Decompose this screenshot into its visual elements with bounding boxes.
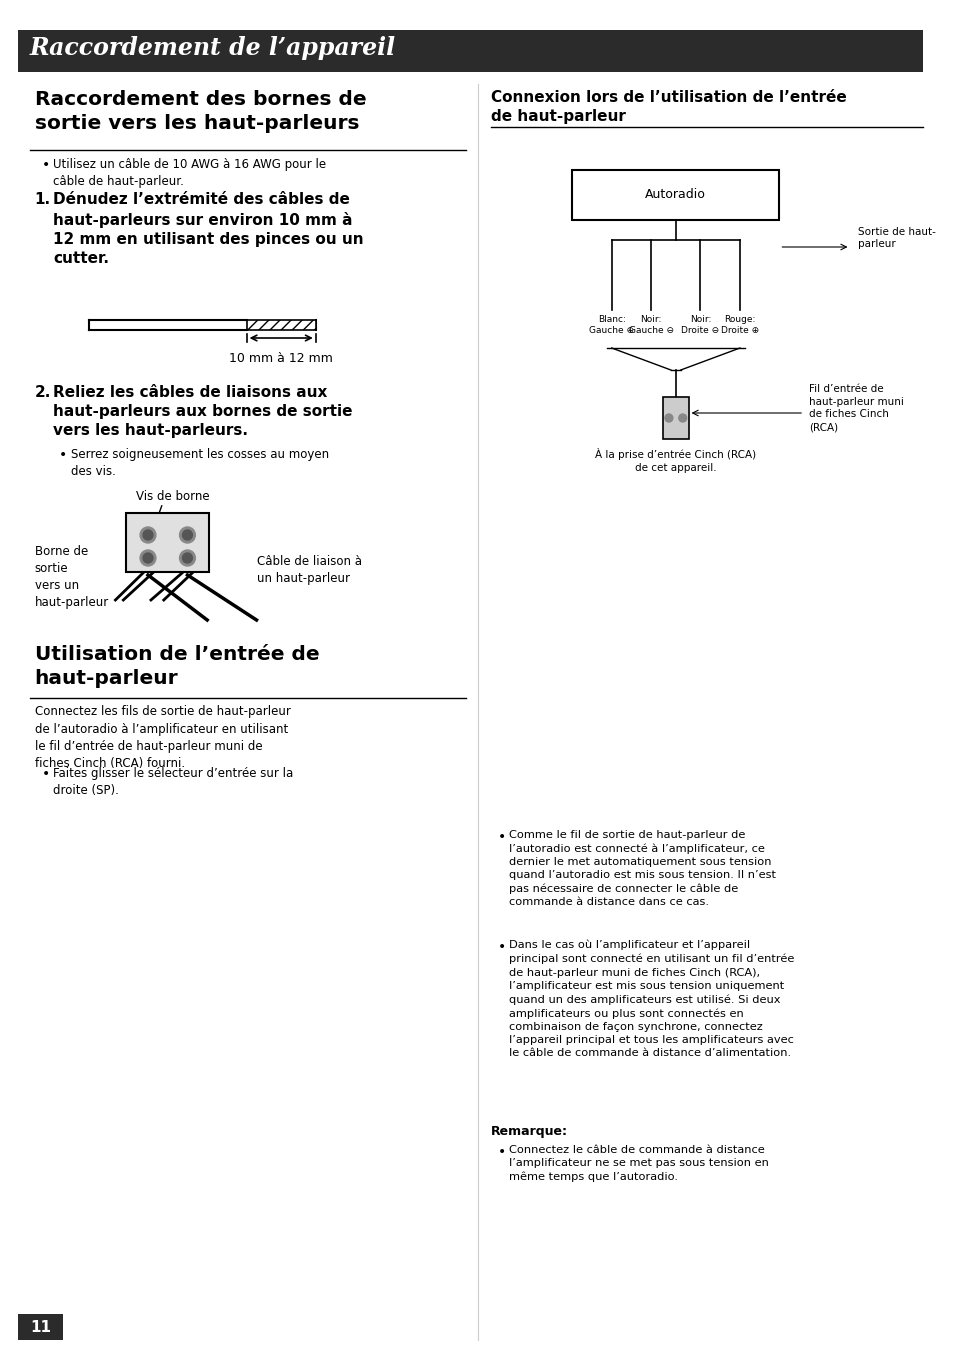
Text: Serrez soigneusement les cosses au moyen
des vis.: Serrez soigneusement les cosses au moyen… <box>71 449 329 478</box>
Text: •: • <box>59 449 68 462</box>
Circle shape <box>182 530 193 541</box>
Text: •: • <box>497 1145 506 1159</box>
Text: •: • <box>41 767 50 780</box>
Text: •: • <box>497 940 506 954</box>
Text: Fil d’entrée de
haut-parleur muni
de fiches Cinch
(RCA): Fil d’entrée de haut-parleur muni de fic… <box>808 383 902 432</box>
Text: Câble de liaison à
un haut-parleur: Câble de liaison à un haut-parleur <box>256 556 361 585</box>
Text: Dénudez l’extrémité des câbles de
haut-parleurs sur environ 10 mm à
12 mm en uti: Dénudez l’extrémité des câbles de haut-p… <box>53 192 363 266</box>
FancyBboxPatch shape <box>18 30 923 72</box>
Text: Raccordement de l’appareil: Raccordement de l’appareil <box>30 37 395 60</box>
Text: Utilisez un câble de 10 AWG à 16 AWG pour le
câble de haut-parleur.: Utilisez un câble de 10 AWG à 16 AWG pou… <box>53 159 326 188</box>
FancyBboxPatch shape <box>572 169 779 220</box>
Text: Rouge:
Droite ⊕: Rouge: Droite ⊕ <box>720 314 759 335</box>
Text: Connectez le câble de commande à distance
l’amplificateur ne se met pas sous ten: Connectez le câble de commande à distanc… <box>509 1145 768 1182</box>
FancyBboxPatch shape <box>662 397 688 439</box>
Text: Utilisation de l’entrée de
haut-parleur: Utilisation de l’entrée de haut-parleur <box>34 645 319 688</box>
Text: Borne de
sortie
vers un
haut-parleur: Borne de sortie vers un haut-parleur <box>34 545 109 608</box>
Text: Reliez les câbles de liaisons aux
haut-parleurs aux bornes de sortie
vers les ha: Reliez les câbles de liaisons aux haut-p… <box>53 385 353 439</box>
Text: Connexion lors de l’utilisation de l’entrée
de haut-parleur: Connexion lors de l’utilisation de l’ent… <box>491 89 846 125</box>
Text: Noir:
Droite ⊖: Noir: Droite ⊖ <box>680 314 719 335</box>
Circle shape <box>179 527 195 543</box>
Text: Sortie de haut-
parleur: Sortie de haut- parleur <box>858 226 935 249</box>
Text: 1.: 1. <box>34 192 51 207</box>
Text: Dans le cas où l’amplificateur et l’appareil
principal sont connecté en utilisan: Dans le cas où l’amplificateur et l’appa… <box>509 940 794 1058</box>
Circle shape <box>143 530 152 541</box>
Text: 10 mm à 12 mm: 10 mm à 12 mm <box>229 352 333 364</box>
Text: •: • <box>41 159 50 172</box>
Circle shape <box>664 415 672 421</box>
Bar <box>247 320 315 331</box>
Circle shape <box>182 553 193 562</box>
Circle shape <box>179 550 195 566</box>
Text: Raccordement des bornes de
sortie vers les haut-parleurs: Raccordement des bornes de sortie vers l… <box>34 89 366 133</box>
Circle shape <box>140 527 155 543</box>
Text: •: • <box>497 831 506 844</box>
Text: Blanc:
Gauche ⊕: Blanc: Gauche ⊕ <box>589 314 634 335</box>
Text: À la prise d’entrée Cinch (RCA)
de cet appareil.: À la prise d’entrée Cinch (RCA) de cet a… <box>595 449 756 473</box>
Text: Remarque:: Remarque: <box>491 1125 568 1138</box>
Text: Faites glisser le sélecteur d’entrée sur la
droite (SP).: Faites glisser le sélecteur d’entrée sur… <box>53 767 294 797</box>
Circle shape <box>679 415 686 421</box>
Circle shape <box>140 550 155 566</box>
Text: Connectez les fils de sortie de haut-parleur
de l’autoradio à l’amplificateur en: Connectez les fils de sortie de haut-par… <box>34 705 290 771</box>
Text: 2.: 2. <box>34 385 51 400</box>
Circle shape <box>143 553 152 562</box>
Text: Vis de borne: Vis de borne <box>135 491 210 503</box>
Text: Autoradio: Autoradio <box>645 188 705 202</box>
FancyBboxPatch shape <box>18 1314 63 1340</box>
Text: 11: 11 <box>30 1320 51 1335</box>
FancyBboxPatch shape <box>126 514 209 572</box>
Text: Noir:
Gauche ⊖: Noir: Gauche ⊖ <box>628 314 673 335</box>
Text: Comme le fil de sortie de haut-parleur de
l’autoradio est connecté à l’amplifica: Comme le fil de sortie de haut-parleur d… <box>509 831 776 908</box>
